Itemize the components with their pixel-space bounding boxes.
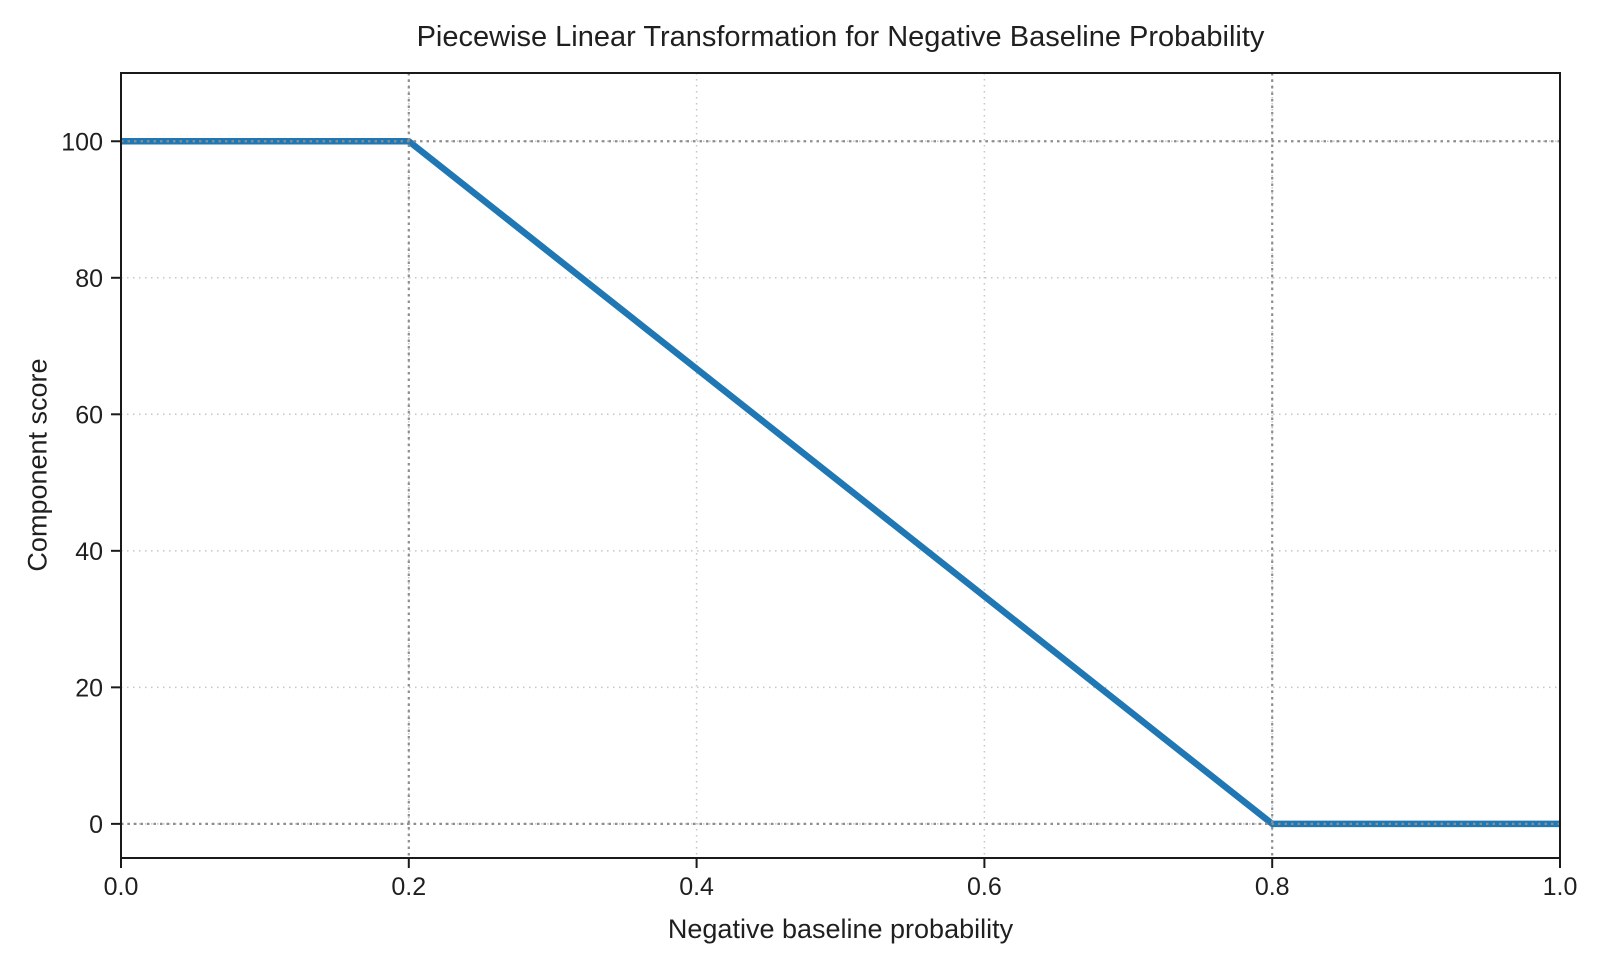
y-tick-label: 20	[75, 674, 103, 702]
x-tick-label: 0.6	[967, 873, 1002, 901]
x-tick-label: 0.8	[1255, 873, 1290, 901]
x-tick-label: 0.0	[104, 873, 139, 901]
x-tick-label: 0.4	[679, 873, 714, 901]
y-tick-label: 0	[89, 811, 103, 839]
y-tick-label: 60	[75, 401, 103, 429]
x-tick-label: 1.0	[1543, 873, 1578, 901]
x-tick-label: 0.2	[391, 873, 426, 901]
x-axis-label: Negative baseline probability	[667, 914, 1014, 944]
data-line	[121, 138, 1560, 828]
y-tick-label: 80	[75, 265, 103, 293]
plot-border	[120, 72, 1561, 859]
y-tick-label: 100	[61, 128, 103, 156]
y-axis-label: Component score	[22, 358, 53, 572]
chart-title: Piecewise Linear Transformation for Nega…	[416, 21, 1265, 53]
y-tick-label: 40	[75, 538, 103, 566]
